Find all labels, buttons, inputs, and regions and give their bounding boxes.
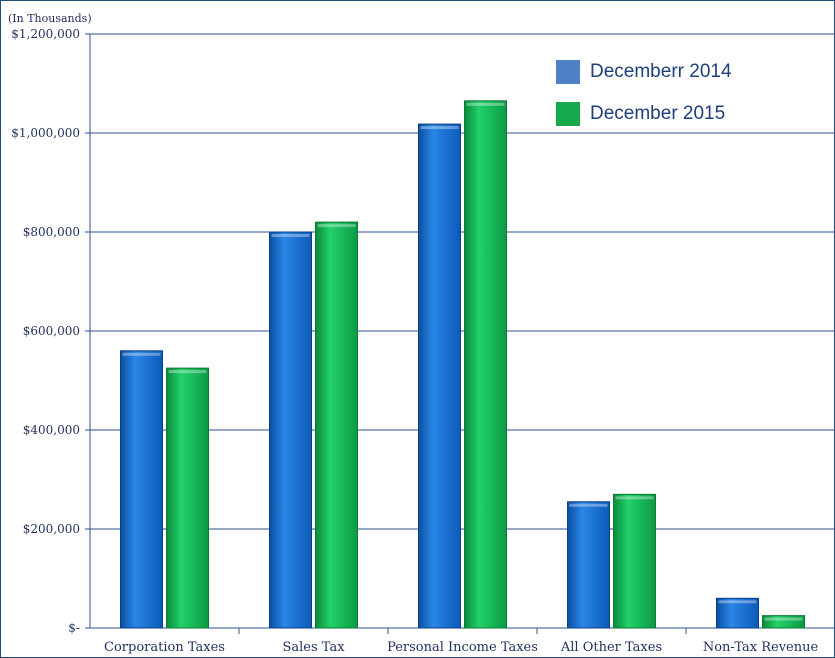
bar-highlight: [122, 352, 161, 356]
bar-dec-2014: [418, 123, 461, 629]
bar-dec-2015: [166, 367, 209, 629]
bar-dec-2014: [716, 597, 759, 629]
bar-highlight: [466, 102, 505, 106]
bar-dec-2014: [567, 501, 610, 629]
y-tick-label: $1,200,000: [11, 27, 80, 41]
legend-swatch: [556, 60, 580, 84]
gridlines: [85, 33, 835, 634]
y-axis-ticks: $- $200,000 $400,000 $600,000 $800,000 $1,000…: [11, 27, 80, 635]
bar-dec-2014: [120, 350, 163, 629]
bar-highlight: [271, 234, 310, 237]
bar-highlight: [615, 496, 654, 500]
x-category-label: Non-Tax Revenue: [703, 640, 819, 655]
bar-highlight: [317, 224, 356, 228]
bar-highlight: [168, 370, 207, 374]
bar-dec-2015: [315, 221, 358, 629]
y-tick-label: $400,000: [23, 423, 80, 437]
bar-highlight: [764, 617, 803, 621]
x-axis-categories: Corporation Taxes Sales Tax Personal Incom…: [104, 640, 818, 655]
y-tick-label: $200,000: [23, 522, 80, 536]
x-category-label: Personal Income Taxes: [387, 640, 538, 655]
bar-highlight: [420, 126, 459, 130]
bar-dec-2015: [613, 493, 656, 629]
legend-swatch: [556, 102, 580, 126]
y-tick-label: $800,000: [23, 225, 80, 239]
y-tick-label: $-: [68, 621, 80, 635]
bar-dec-2015: [464, 100, 507, 629]
x-category-label: Sales Tax: [282, 640, 345, 655]
unit-label: (In Thousands): [8, 12, 92, 25]
bar-highlight: [569, 503, 608, 507]
x-category-label: All Other Taxes: [560, 640, 662, 655]
y-tick-label: $600,000: [23, 324, 80, 338]
bar-dec-2015: [762, 615, 805, 629]
bar-dec-2014: [269, 231, 312, 629]
x-category-label: Corporation Taxes: [104, 640, 225, 655]
y-tick-label: $1,000,000: [11, 126, 80, 140]
legend-label: December 2015: [590, 103, 725, 124]
legend-label: Decemberr 2014: [590, 61, 732, 82]
bar-highlight: [718, 600, 757, 604]
bars: [120, 100, 805, 629]
legend: Decemberr 2014 December 2015: [556, 60, 732, 126]
